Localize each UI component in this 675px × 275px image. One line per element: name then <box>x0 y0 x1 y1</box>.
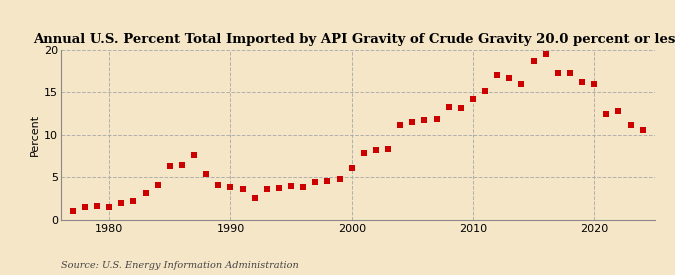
Point <box>298 185 308 189</box>
Point <box>237 187 248 191</box>
Point <box>456 106 466 111</box>
Point <box>310 180 321 185</box>
Point <box>273 185 284 190</box>
Point <box>564 71 575 76</box>
Point <box>371 148 381 152</box>
Point <box>407 120 418 124</box>
Point <box>80 205 90 210</box>
Point <box>431 116 442 121</box>
Point <box>104 205 115 210</box>
Point <box>395 123 406 128</box>
Point <box>140 191 151 195</box>
Point <box>516 82 526 87</box>
Point <box>613 109 624 113</box>
Point <box>116 201 127 205</box>
Point <box>625 123 636 128</box>
Point <box>322 178 333 183</box>
Point <box>383 147 394 152</box>
Point <box>443 105 454 110</box>
Point <box>468 97 479 101</box>
Point <box>358 150 369 155</box>
Point <box>492 73 503 77</box>
Point <box>128 199 139 204</box>
Point <box>249 196 260 200</box>
Point <box>92 204 103 208</box>
Point <box>177 162 188 167</box>
Point <box>165 164 176 169</box>
Point <box>637 127 648 132</box>
Point <box>589 81 599 86</box>
Point <box>504 76 514 81</box>
Point <box>213 183 223 187</box>
Point <box>576 80 587 84</box>
Point <box>334 177 345 181</box>
Point <box>261 187 272 191</box>
Point <box>552 70 563 75</box>
Point <box>286 184 296 188</box>
Point <box>68 208 78 213</box>
Point <box>225 185 236 189</box>
Point <box>346 166 357 170</box>
Point <box>480 89 491 94</box>
Text: Source: U.S. Energy Information Administration: Source: U.S. Energy Information Administ… <box>61 260 298 270</box>
Point <box>540 52 551 56</box>
Point <box>528 59 539 64</box>
Point <box>189 153 200 157</box>
Point <box>419 118 430 122</box>
Y-axis label: Percent: Percent <box>30 114 40 156</box>
Point <box>153 183 163 187</box>
Title: Annual U.S. Percent Total Imported by API Gravity of Crude Gravity 20.0 percent : Annual U.S. Percent Total Imported by AP… <box>33 32 675 46</box>
Point <box>601 112 612 117</box>
Point <box>201 172 212 176</box>
